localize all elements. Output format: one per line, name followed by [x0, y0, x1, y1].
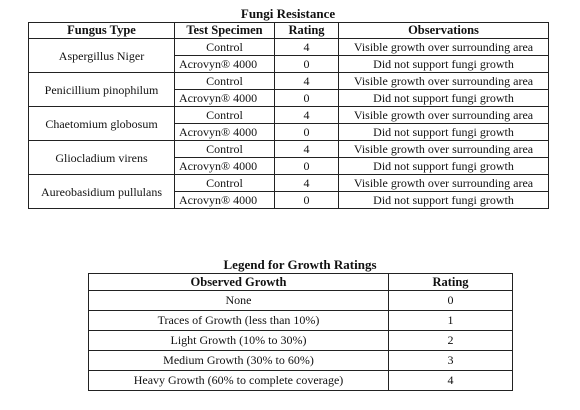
legend-table: Observed Growth Rating None 0 Traces of Gro… [88, 273, 513, 391]
observation: Visible growth over surrounding area [338, 72, 549, 90]
test-specimen: Acrovyn® 4000 [174, 123, 275, 141]
table-row: Traces of Growth (less than 10%) 1 [88, 310, 513, 331]
rating: 4 [274, 140, 339, 158]
test-specimen: Acrovyn® 4000 [174, 55, 275, 73]
column-header: Observations [338, 22, 549, 39]
observation: Did not support fungi growth [338, 157, 549, 175]
test-specimen: Acrovyn® 4000 [174, 157, 275, 175]
table-row: Penicillium pinophilum Control 4 Visible gr… [28, 72, 549, 107]
table-row: Acrovyn® 4000 0 Did not support fungi grow… [29, 191, 549, 209]
column-header: Observed Growth [88, 273, 389, 291]
table-row: Medium Growth (30% to 60%) 3 [88, 350, 513, 371]
rating: 3 [388, 350, 513, 371]
observation: Did not support fungi growth [338, 191, 549, 209]
test-specimen: Control [174, 106, 275, 124]
rating: 4 [274, 106, 339, 124]
observed-growth: Medium Growth (30% to 60%) [88, 350, 389, 371]
rating: 2 [388, 330, 513, 351]
column-header: Test Specimen [174, 22, 275, 39]
table-row: Aspergillus Niger Control 4 Visible growth … [28, 38, 549, 73]
table-row: Heavy Growth (60% to complete coverage) 4 [88, 370, 513, 391]
test-specimen: Acrovyn® 4000 [174, 89, 275, 107]
observed-growth: Light Growth (10% to 30%) [88, 330, 389, 351]
column-header: Rating [274, 22, 339, 39]
fungus-type: Aspergillus Niger [28, 38, 175, 73]
table-title: Legend for Growth Ratings [223, 257, 377, 272]
observation: Did not support fungi growth [338, 123, 549, 141]
header-row: Observed Growth Rating [88, 273, 513, 291]
rating: 0 [274, 157, 339, 175]
rating: 1 [388, 310, 513, 331]
rating: 4 [274, 72, 339, 90]
observation: Did not support fungi growth [338, 55, 549, 73]
table-row: Aureobasidium pullulans Control 4 Visible g… [28, 174, 549, 209]
rating: 0 [274, 55, 339, 73]
test-specimen: Control [174, 72, 275, 90]
test-specimen: Control [174, 38, 275, 56]
rating: 0 [274, 89, 339, 107]
fungus-type: Chaetomium globosum [28, 106, 175, 141]
rating: 0 [274, 191, 339, 209]
test-specimen: Acrovyn® 4000 [174, 191, 275, 209]
observed-growth: Heavy Growth (60% to complete coverage) [88, 370, 389, 391]
rating: 0 [274, 123, 339, 141]
column-header: Fungus Type [28, 22, 175, 39]
table-row: Gliocladium virens Control 4 Visible growth… [28, 140, 549, 175]
observation: Did not support fungi growth [338, 89, 549, 107]
fungi-table: Fungus Type Test Specimen Rating Observatio… [28, 22, 549, 209]
table-row: Acrovyn® 4000 0 Did not support fungi grow… [29, 55, 549, 73]
table-title: Fungi Resistance [240, 6, 336, 21]
test-specimen: Control [174, 174, 275, 192]
column-header: Rating [388, 273, 513, 291]
observed-growth: Traces of Growth (less than 10%) [88, 310, 389, 331]
observation: Visible growth over surrounding area [338, 106, 549, 124]
table-row: Chaetomium globosum Control 4 Visible growt… [28, 106, 549, 141]
observation: Visible growth over surrounding area [338, 140, 549, 158]
observation: Visible growth over surrounding area [338, 38, 549, 56]
fungus-type: Gliocladium virens [28, 140, 175, 175]
rating: 0 [388, 290, 513, 311]
observation: Visible growth over surrounding area [338, 174, 549, 192]
header-row: Fungus Type Test Specimen Rating Observatio… [28, 22, 549, 39]
table-row: None 0 [88, 290, 513, 311]
test-specimen: Control [174, 140, 275, 158]
table-row: Light Growth (10% to 30%) 2 [88, 330, 513, 351]
rating: 4 [274, 174, 339, 192]
rating: 4 [274, 38, 339, 56]
fungus-type: Penicillium pinophilum [28, 72, 175, 107]
rating: 4 [388, 370, 513, 391]
observed-growth: None [88, 290, 389, 311]
fungus-type: Aureobasidium pullulans [28, 174, 175, 209]
